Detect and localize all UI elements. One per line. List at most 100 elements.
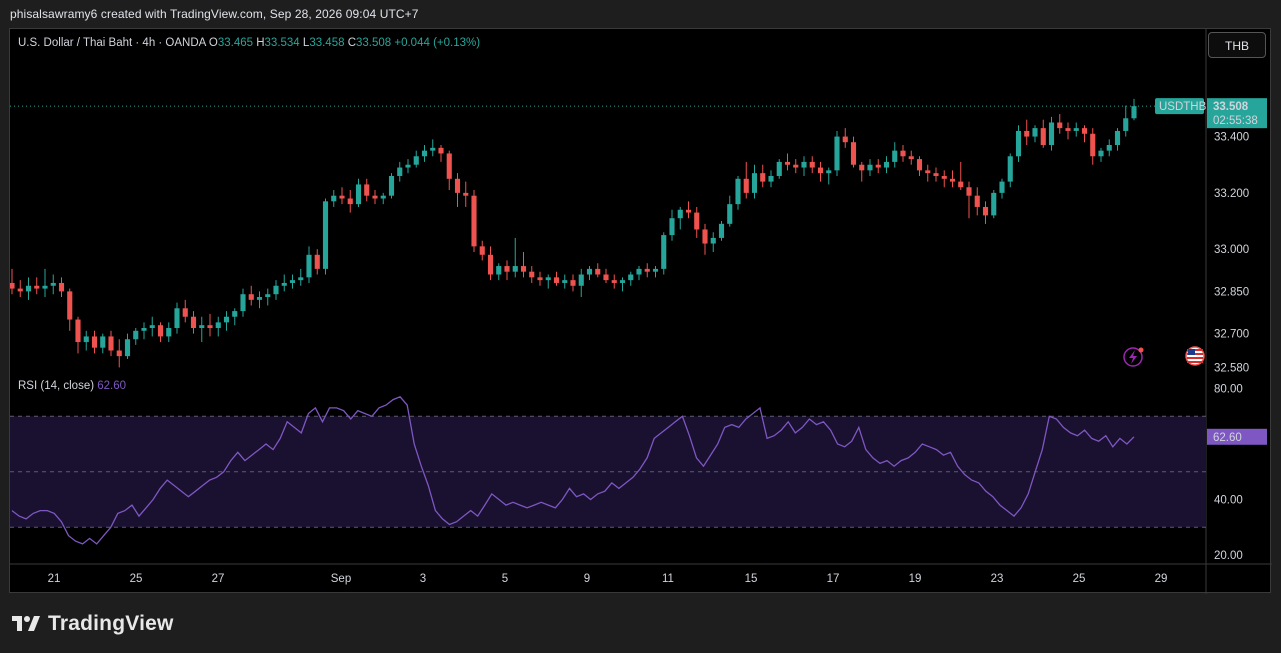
candle — [743, 161, 749, 199]
alert-bolt — [1129, 350, 1137, 364]
tradingview-logo[interactable]: TradingView — [12, 612, 174, 636]
candle — [603, 268, 609, 283]
candle-body — [479, 246, 485, 255]
candle — [553, 271, 560, 286]
candle-body — [718, 223, 725, 238]
candle — [801, 156, 807, 176]
alert-circle — [1123, 347, 1143, 367]
candle — [867, 159, 873, 176]
candle — [1040, 119, 1046, 148]
candle — [240, 288, 246, 317]
candle-body — [529, 271, 535, 278]
price-tick-label: 32.850 — [1214, 286, 1249, 298]
candle-body — [784, 161, 791, 165]
candle-body — [537, 277, 543, 281]
candle-body — [504, 266, 510, 272]
candle — [809, 156, 815, 174]
time-tick-label: Sep — [331, 573, 351, 585]
candle-body — [405, 164, 411, 168]
candle — [405, 159, 411, 174]
candle — [364, 178, 370, 202]
candle — [1007, 153, 1013, 188]
candle — [454, 173, 461, 207]
candle-body — [1073, 128, 1079, 131]
candle — [636, 266, 642, 281]
candle — [306, 246, 312, 283]
candle — [570, 274, 576, 292]
candle-body — [25, 285, 32, 292]
candle — [644, 263, 650, 278]
candle-body — [58, 282, 65, 292]
rsi-legend: RSI (14, close) 62.60 — [18, 380, 126, 392]
candle — [75, 316, 81, 354]
candle-body — [685, 209, 692, 213]
rsi-tag-bg — [1207, 428, 1267, 445]
chart-credit: phisalsawramy6 created with TradingView.… — [10, 7, 419, 21]
chart-canvas[interactable]: 33.400 33.200 33.000 32.850 32.700 32.580 80.0… — [10, 29, 1272, 594]
rsi-tick-label: 80.00 — [1214, 384, 1243, 396]
candle-body — [256, 297, 263, 300]
time-tick-label: 21 — [48, 573, 61, 585]
rsi-tag: 62.60 — [1207, 428, 1267, 445]
candle — [611, 274, 617, 289]
candle-body — [850, 142, 857, 165]
candle-body — [141, 327, 147, 331]
chart-frame[interactable]: 33.400 33.200 33.000 32.850 32.700 32.580 80.0… — [9, 28, 1272, 594]
candle — [974, 187, 980, 216]
time-tick-label: 17 — [827, 573, 840, 585]
candle-body — [834, 136, 840, 171]
candle — [25, 277, 32, 300]
candle-body — [1081, 128, 1088, 134]
candle-body — [124, 339, 131, 357]
candle — [562, 274, 568, 289]
candle-body — [446, 153, 452, 179]
currency-button[interactable]: THB — [1208, 32, 1266, 58]
price-tick-label: 33.000 — [1214, 244, 1249, 256]
candle — [669, 209, 675, 241]
candle-body — [958, 181, 964, 188]
candle — [751, 164, 758, 199]
time-tick-label: 15 — [745, 573, 758, 585]
candle — [760, 164, 766, 188]
us-flag-icon[interactable] — [1185, 346, 1205, 366]
candle — [281, 274, 287, 292]
candle-body — [916, 159, 923, 171]
candle — [628, 271, 634, 286]
lightning-alert-icon[interactable] — [1123, 347, 1144, 367]
price-tag-countdown: 02:55:38 — [1213, 115, 1258, 127]
legend-close-label: C — [348, 37, 356, 49]
price-tick-label: 33.200 — [1214, 188, 1249, 200]
candle — [17, 280, 23, 298]
candle — [949, 170, 956, 188]
candle-body — [223, 316, 230, 323]
candle-body — [595, 268, 601, 275]
candle — [784, 153, 791, 171]
candle — [298, 268, 304, 286]
candle-body — [10, 282, 15, 289]
candle — [265, 288, 271, 306]
candle-body — [1048, 122, 1055, 146]
candle-body — [661, 235, 667, 269]
candle — [694, 206, 700, 238]
candle — [1015, 125, 1022, 162]
candle — [42, 268, 48, 298]
candle — [1024, 119, 1030, 146]
candle — [149, 316, 155, 337]
candle-body — [355, 184, 362, 205]
candle-body — [339, 195, 345, 199]
legend-close: 33.508 — [356, 37, 394, 49]
candle-body — [677, 209, 683, 219]
candle-body — [190, 316, 197, 328]
candle-body — [751, 173, 758, 193]
candle — [1081, 125, 1088, 143]
candle-body — [438, 147, 444, 154]
candle-body — [859, 164, 865, 171]
candle — [595, 263, 601, 278]
candle-body — [487, 254, 494, 275]
candle — [215, 316, 221, 337]
time-tick-label: 19 — [909, 573, 922, 585]
price-legend: U.S. Dollar / Thai Baht · 4h · OANDA O33… — [18, 37, 480, 49]
candle — [925, 164, 931, 182]
candle — [100, 333, 106, 354]
time-tick-label: 9 — [584, 573, 590, 585]
